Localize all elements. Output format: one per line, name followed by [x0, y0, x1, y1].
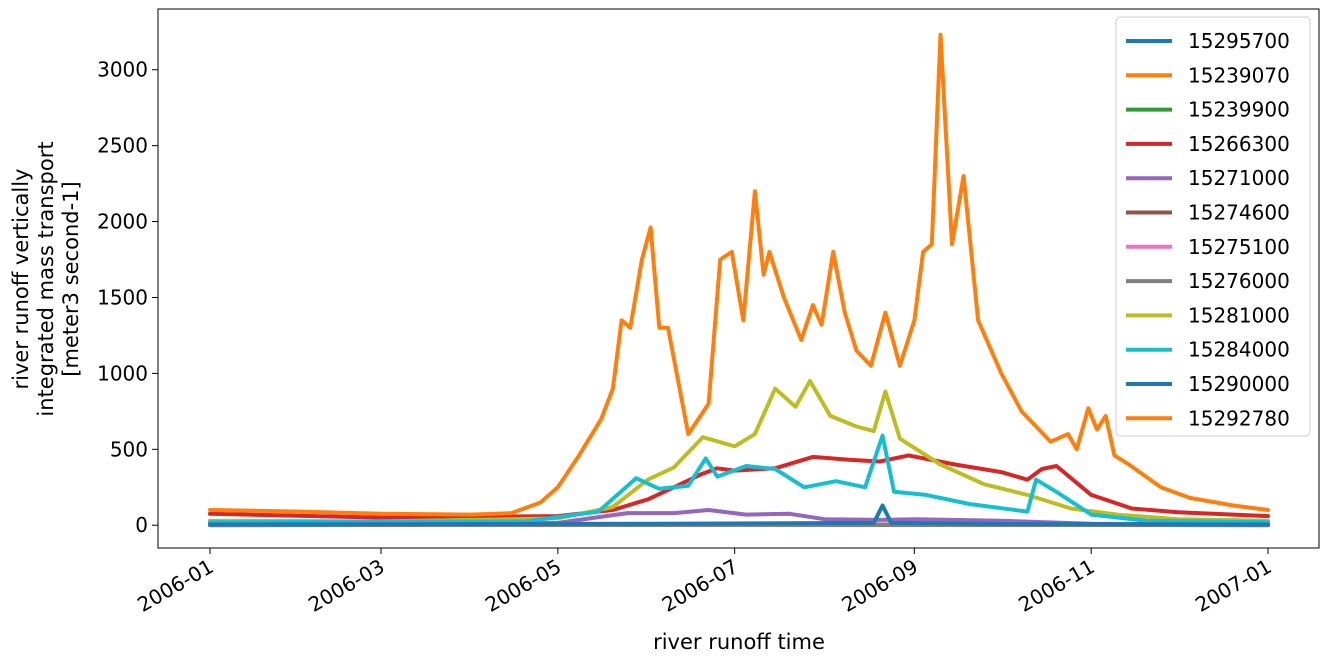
legend-label-15292780: 15292780 [1188, 406, 1290, 430]
y-axis: 0 500 1000 1500 2000 2500 3000 [97, 58, 158, 537]
y-tick-label: 0 [135, 513, 148, 537]
y-tick-label: 500 [110, 437, 148, 461]
legend-label-15239900: 15239900 [1188, 98, 1290, 122]
legend-label-15281000: 15281000 [1188, 303, 1290, 327]
legend-label-15239070: 15239070 [1188, 63, 1290, 87]
series-line-15271000 [208, 508, 1270, 527]
y-tick-label: 2500 [97, 134, 148, 158]
legend-label-15275100: 15275100 [1188, 235, 1290, 259]
y-tick-label: 1000 [97, 361, 148, 385]
legend-label-15295700: 15295700 [1188, 29, 1290, 53]
y-tick-label: 3000 [97, 58, 148, 82]
series-line-15292780 [208, 32, 1270, 517]
legend-label-15274600: 15274600 [1188, 201, 1290, 225]
series-layer [208, 32, 1270, 528]
legend-box [1115, 16, 1311, 437]
y-tick-label: 1500 [97, 285, 148, 309]
y-axis-label-line-1: river runoff vertically [9, 169, 33, 390]
legend-label-15276000: 15276000 [1188, 269, 1290, 293]
series-line-15284000 [208, 433, 1270, 525]
legend-label-15266300: 15266300 [1188, 132, 1290, 156]
legend-label-15284000: 15284000 [1188, 338, 1290, 362]
series-line-15290000 [208, 503, 1270, 527]
y-axis-label-line-2: integrated mass transport [34, 141, 58, 416]
y-tick-label: 2000 [97, 210, 148, 234]
series-line-15281000 [208, 379, 1270, 524]
series-line-15266300 [208, 453, 1270, 520]
legend-label-15271000: 15271000 [1188, 166, 1290, 190]
y-axis-label-line-3: [meter3 second-1] [59, 181, 83, 376]
legend: 15295700 15239070 15239900 15266300 15271000… [1115, 16, 1311, 437]
plot-frame [157, 8, 1320, 549]
x-axis-label: river runoff time [653, 630, 825, 654]
y-axis-label: river runoff vertically integrated mass … [9, 141, 83, 416]
legend-label-15290000: 15290000 [1188, 372, 1290, 396]
